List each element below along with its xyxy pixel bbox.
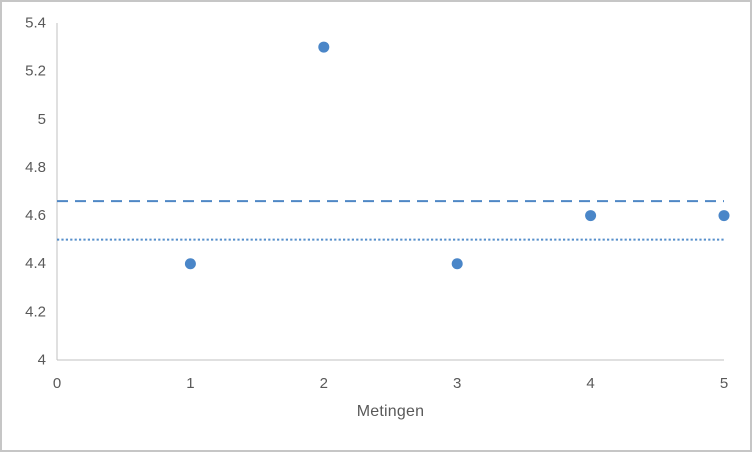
x-axis-title: Metingen (356, 403, 425, 420)
y-tick-label: 4 (38, 352, 46, 369)
data-point (184, 258, 196, 270)
y-tick-label: 4.8 (25, 159, 46, 176)
data-point (318, 41, 330, 53)
data-point (585, 210, 597, 222)
y-tick-label: 5.4 (25, 15, 46, 32)
x-tick-label: 4 (586, 375, 594, 392)
x-tick-label: 2 (320, 375, 328, 392)
data-point (451, 258, 463, 270)
y-tick-label: 5 (38, 111, 46, 128)
x-tick-label: 3 (453, 375, 461, 392)
data-point (718, 210, 730, 222)
y-tick-label: 4.6 (25, 207, 46, 224)
x-tick-label: 5 (720, 375, 728, 392)
y-tick-label: 4.2 (25, 303, 46, 320)
x-tick-label: 0 (53, 375, 61, 392)
y-tick-label: 4.4 (25, 255, 46, 272)
y-tick-label: 5.2 (25, 63, 46, 80)
x-tick-label: 1 (186, 375, 194, 392)
